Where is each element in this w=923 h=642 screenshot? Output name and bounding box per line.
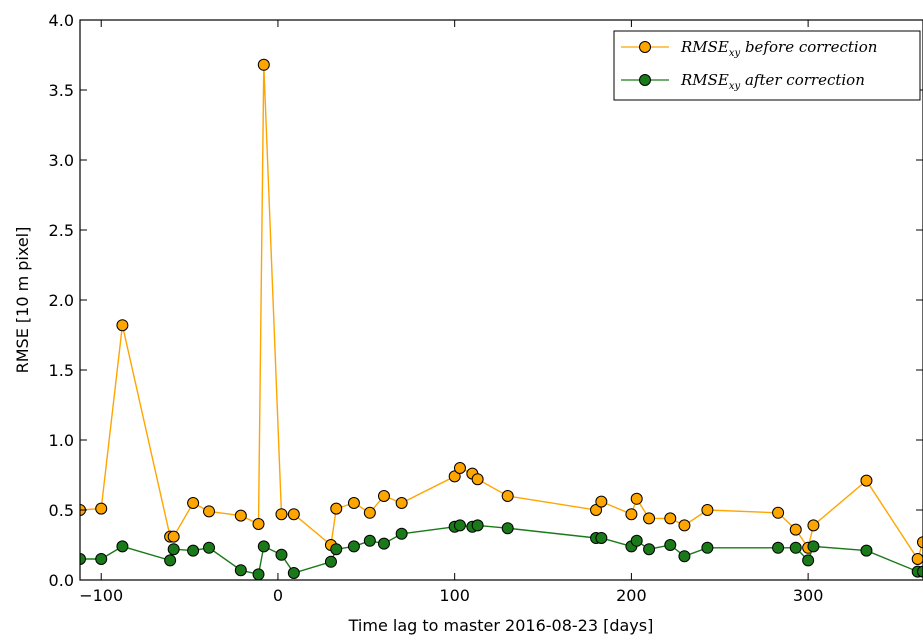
series-0-point [95, 502, 108, 515]
series-1-point [501, 522, 514, 535]
x-tick-label: 100 [439, 586, 470, 605]
axis-ticks: −100 0 100 200 300 0.0 0.5 1.0 1.5 2.0 2.5 3.0 3.5 4.… [49, 11, 923, 605]
series-0-point [187, 497, 200, 509]
x-tick-label: −100 [79, 586, 123, 605]
legend-label-before-sub: xy [729, 48, 741, 59]
series-0-point [664, 512, 677, 525]
series-1-point [664, 539, 677, 551]
legend-label-after-main: RMSE [680, 71, 729, 89]
y-tick-label: 4.0 [49, 11, 74, 30]
legend-label-before: RMSExy before correction [680, 38, 877, 59]
series-0-point [234, 509, 247, 522]
series-1-point [595, 532, 608, 544]
series-0-point [807, 519, 820, 532]
plot-series [80, 58, 923, 580]
series-1-point [471, 519, 484, 532]
series-1-point [772, 541, 785, 554]
y-tick-label: 0.5 [49, 501, 74, 520]
series-0-point [789, 523, 802, 536]
series-1-point [116, 540, 129, 553]
y-tick-label: 3.5 [49, 81, 74, 100]
series-1-point [453, 519, 466, 532]
legend-label-before-rest: before correction [740, 38, 877, 56]
series-1-point [643, 543, 656, 556]
series-1-point [630, 534, 643, 547]
series-1-point [678, 550, 691, 563]
series-1-point [701, 541, 714, 554]
series-line-0 [80, 64, 923, 561]
series-0-point [252, 518, 265, 530]
y-tick-label: 1.5 [49, 361, 74, 380]
series-1-point [860, 544, 873, 557]
series-1-point [377, 537, 390, 550]
series-0-point [501, 490, 514, 502]
series-1-point [324, 555, 337, 568]
series-1-point [917, 565, 923, 578]
legend-marker-before [639, 41, 651, 53]
series-0-point [772, 506, 785, 519]
series-0-point [363, 506, 376, 519]
legend-box [613, 30, 921, 101]
series-0-point [911, 553, 923, 565]
y-tick-label: 3.0 [49, 151, 74, 170]
y-tick-label: 2.5 [49, 221, 74, 240]
series-0-point [917, 536, 923, 549]
y-tick-label: 1.0 [49, 431, 74, 450]
y-tick-label: 2.0 [49, 291, 74, 310]
legend: RMSExy before correction RMSExy after co… [613, 30, 921, 101]
x-tick-label: 0 [273, 586, 283, 605]
x-tick-label: 200 [616, 586, 647, 605]
series-0-point [701, 504, 714, 516]
series-1-point [164, 554, 177, 567]
series-0-point [471, 473, 484, 486]
series-1-point [395, 527, 408, 540]
y-axis-label: RMSE [10 m pixel] [13, 227, 32, 374]
series-1-point [347, 540, 360, 553]
series-0-point [643, 512, 656, 525]
series-1-point [330, 543, 343, 556]
series-1-point [807, 540, 820, 553]
series-1-point [275, 548, 288, 561]
series-1-point [287, 567, 300, 579]
series-0-point [347, 497, 360, 509]
series-0-point [448, 470, 461, 483]
series-0-point [203, 505, 216, 518]
series-0-point [625, 508, 638, 521]
legend-marker-after [639, 74, 651, 86]
series-1-point [252, 568, 265, 580]
series-0-point [377, 490, 390, 502]
series-0-point [287, 508, 300, 521]
series-0-point [595, 495, 608, 508]
series-0-point [678, 519, 691, 532]
series-0-point [167, 530, 180, 543]
legend-label-after-sub: xy [729, 81, 741, 92]
series-1-point [80, 553, 86, 565]
series-1-point [95, 553, 108, 565]
series-0-point [453, 462, 466, 474]
series-1-point [802, 554, 815, 567]
series-1-point [167, 543, 180, 556]
legend-label-after-rest: after correction [740, 71, 865, 89]
legend-label-after: RMSExy after correction [680, 71, 865, 92]
x-axis-label: Time lag to master 2016-08-23 [days] [348, 616, 654, 635]
series-1-point [363, 534, 376, 547]
y-tick-label: 0.0 [49, 571, 74, 590]
series-1-point [187, 544, 200, 557]
series-1-point [789, 541, 802, 554]
legend-label-before-main: RMSE [680, 38, 729, 56]
series-1-point [234, 564, 247, 577]
series-0-point [116, 319, 129, 332]
series-0-point [330, 502, 343, 515]
series-1-point [257, 540, 270, 553]
series-0-point [395, 497, 408, 509]
series-1-point [203, 541, 216, 554]
series-0-point [590, 504, 603, 516]
plot-frame [79, 19, 923, 581]
x-tick-label: 300 [793, 586, 824, 605]
series-0-point [275, 508, 288, 521]
series-0-point [630, 492, 643, 505]
series-0-point [257, 58, 270, 71]
series-0-point [860, 474, 873, 487]
